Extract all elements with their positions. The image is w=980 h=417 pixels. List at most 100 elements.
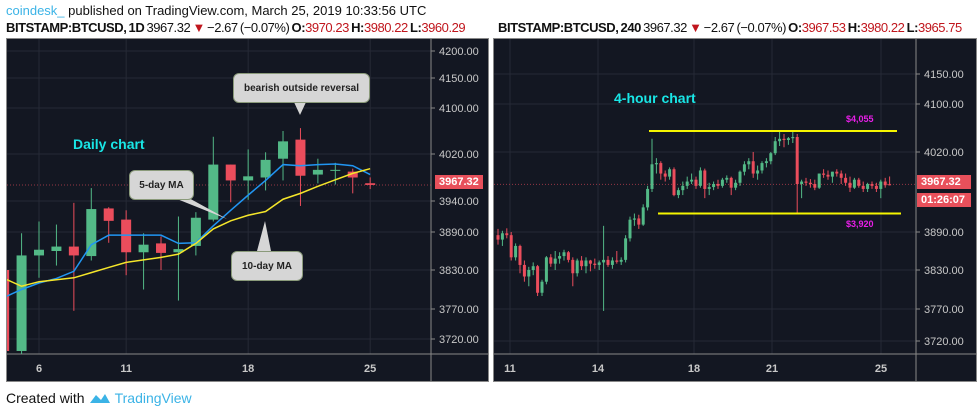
candle-body [544,257,548,282]
candle-body [822,173,826,175]
candle-body [575,260,579,274]
4h-chart-canvas[interactable]: 4150.00 4100.00 4020.00 3890.00 3830.00 3770.… [494,39,976,381]
4h-chart-panel[interactable]: 4150.00 4100.00 4020.00 3890.00 3830.00 3770.… [493,38,977,382]
candle-body [558,256,562,259]
x-tick-label: 11 [120,363,132,375]
candle-body [540,281,544,293]
candle-body [584,260,588,267]
candle-body [624,238,628,260]
callout-pointer [257,221,271,251]
daily-chart-panel[interactable]: 4200.00 4150.00 4100.00 4020.00 3940.00 3890.… [6,38,489,382]
candle-body [347,171,358,178]
daily-chart-canvas[interactable]: 4200.00 4150.00 4100.00 4020.00 3940.00 3890.… [7,39,488,381]
open: 3967.53 [801,20,846,35]
y-tick-label: 3890.00 [439,227,479,239]
candle-body [615,260,619,262]
candle-body [632,218,636,220]
change: −2.67 (−0.07%) [207,20,290,35]
candle-body [496,235,500,240]
high-label: H: [351,20,364,35]
candle-body [742,164,746,172]
candle-body [786,138,790,140]
resistance-label: $4,055 [846,114,874,124]
candle-body [509,235,513,258]
symbol: BITSTAMP:BTCUSD, 240 [498,20,641,35]
publish-text: published on TradingView.com, March 25, … [68,3,427,18]
y-tick-label: 3830.00 [924,265,964,277]
support-label: $3,920 [846,219,874,229]
publish-info: coindesk_ published on TradingView.com, … [6,3,426,18]
candle-body [566,252,570,260]
bar-countdown: 01:26:07 [917,193,971,207]
candle-body [654,163,658,165]
low: 3960.29 [421,20,466,35]
candle-body [835,171,839,174]
low: 3965.75 [917,20,962,35]
candle-body [536,266,540,293]
y-tick-label: 4100.00 [924,99,964,111]
left-legend: BITSTAMP:BTCUSD, 1D 3967.32 ▼ −2.67 (−0.… [6,20,490,35]
author-link[interactable]: coindesk_ [6,3,65,18]
y-tick-label: 4150.00 [924,69,964,81]
y-tick-label: 3720.00 [439,334,479,346]
candle-body [681,185,685,191]
chart-title: Daily chart [73,136,145,152]
candle-body [773,141,777,154]
candle-body [16,255,27,351]
candle-body [844,177,848,183]
candle-body [156,243,167,253]
candle-body [562,252,566,257]
footer: Created with TradingView [6,390,192,406]
candle-body [208,164,219,220]
candle-body [330,169,341,171]
candle-body [505,233,509,236]
last-price-tag: 3967.32 [435,175,483,189]
ma5-line [7,163,371,297]
candle-body [602,259,606,263]
candle-body [610,260,614,265]
candle-body [668,169,672,177]
candle-body [51,246,62,251]
low-label: L: [409,20,422,35]
candle-body [619,259,623,262]
candle-body [571,259,575,274]
candle-body [804,181,808,183]
change: −2.67 (−0.07%) [703,20,787,35]
candle-body [716,184,720,186]
x-tick-label: 18 [242,363,254,375]
down-arrow-icon: ▼ [192,20,205,35]
candle-body [34,249,44,256]
last-price-tag: 3967.32 [917,175,971,189]
candle-body [527,270,531,277]
y-tick-label: 4020.00 [439,149,479,161]
candle-body [747,161,751,165]
candle-body [698,170,702,186]
candle-body [500,233,504,240]
candle-body [663,173,667,177]
candle-body [676,190,680,196]
high-label: H: [847,20,861,35]
candle-body [734,182,738,188]
y-tick-label: 4150.00 [439,73,479,85]
x-tick-label: 14 [592,363,605,375]
candle-body [729,177,733,188]
candle-body [756,170,760,174]
candle-body [870,184,874,186]
tradingview-link[interactable]: TradingView [114,390,192,406]
candle-body [646,188,650,208]
callout-10day-ma: 10-day MA [231,251,303,281]
candle-body [839,173,843,178]
candle-body [808,182,812,184]
x-tick-label: 25 [875,363,887,375]
candle-body [588,260,592,264]
down-arrow-icon: ▼ [689,20,702,35]
candle-body [312,169,323,175]
candle-body [637,218,641,225]
candle-body [879,181,883,189]
x-tick-label: 25 [364,363,376,375]
candle-body [712,184,716,188]
candle-body [800,181,804,184]
candle-body [813,184,817,188]
candle-body [795,137,799,184]
candle-body [685,181,689,186]
